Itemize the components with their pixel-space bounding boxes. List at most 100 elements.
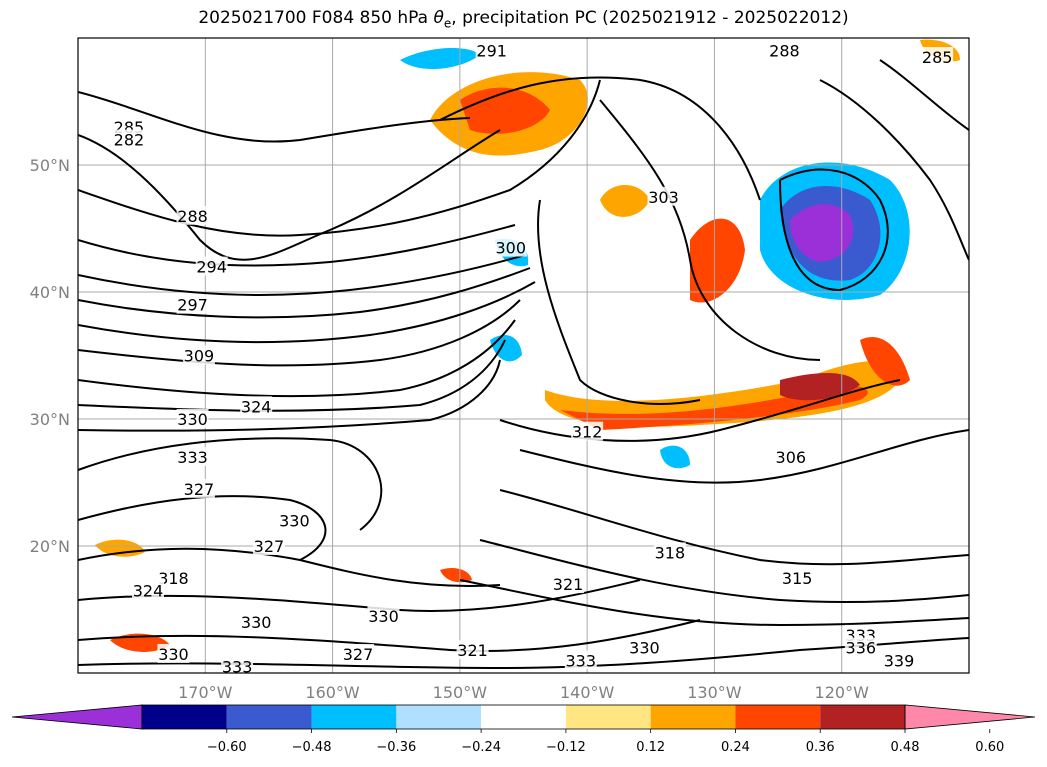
contour-line bbox=[78, 254, 526, 296]
contour-label: 300 bbox=[495, 239, 526, 258]
contour-label-bg bbox=[342, 643, 375, 663]
contour-label: 330 bbox=[177, 410, 208, 429]
contour-label-bg bbox=[882, 650, 915, 670]
chart-title: 2025021700 F084 850 hPa θe, precipitatio… bbox=[198, 8, 849, 31]
contour-line bbox=[439, 76, 761, 201]
contour-label: 318 bbox=[158, 569, 189, 588]
lon-tick-label: 130°W bbox=[687, 683, 742, 702]
contour-line bbox=[519, 429, 969, 484]
precip-area bbox=[600, 185, 650, 217]
contour-label-bg bbox=[252, 536, 285, 555]
lon-tick-label: 150°W bbox=[433, 683, 488, 702]
lon-tick-label: 160°W bbox=[305, 683, 360, 702]
colorbar-tick-label: 0.48 bbox=[891, 740, 920, 755]
contour-label-bg bbox=[176, 294, 209, 314]
contour-label: 285 bbox=[922, 48, 953, 67]
contour-line bbox=[78, 437, 383, 531]
contour-line bbox=[819, 79, 969, 261]
contour-label: 321 bbox=[457, 641, 488, 660]
contour-line bbox=[479, 539, 969, 604]
contour-labels: 291 285 282 288 294 297 309 324 330 333 327 330 327 3… bbox=[112, 40, 954, 677]
precip-area bbox=[490, 335, 522, 362]
contour-label-bg bbox=[564, 650, 597, 670]
contour-line bbox=[78, 267, 531, 319]
precip-area bbox=[460, 87, 550, 134]
contour-label: 333 bbox=[177, 448, 208, 467]
contour-label-bg bbox=[176, 205, 209, 225]
contour-label-bg bbox=[182, 478, 215, 498]
contour-label: 330 bbox=[279, 512, 310, 531]
contour-line bbox=[499, 489, 969, 566]
contour-label: 336 bbox=[846, 639, 877, 658]
colorbar-segment bbox=[481, 705, 566, 729]
contour-line bbox=[78, 339, 506, 412]
contour-line bbox=[78, 91, 471, 143]
precip-area bbox=[780, 373, 860, 401]
contour-label: 327 bbox=[343, 645, 374, 664]
colorbar-segment bbox=[142, 705, 227, 729]
contour-label-bg bbox=[240, 396, 273, 416]
contour-label-bg bbox=[132, 580, 165, 600]
contour-line bbox=[78, 495, 327, 561]
contour-label-bg bbox=[278, 510, 311, 530]
colorbar-tick-label: 0.60 bbox=[975, 740, 1004, 755]
contour-label-bg bbox=[768, 40, 801, 60]
contour-line bbox=[78, 281, 536, 344]
contour-label-bg bbox=[774, 447, 807, 467]
colorbar-tick-label: 0.36 bbox=[806, 740, 835, 755]
precip-area bbox=[790, 204, 854, 262]
lon-tick-label: 140°W bbox=[560, 683, 615, 702]
contour-label: 333 bbox=[222, 658, 253, 677]
contour-label-bg bbox=[921, 47, 954, 67]
contour-label: 324 bbox=[133, 581, 164, 600]
contour-label: 282 bbox=[114, 131, 145, 150]
contour-line bbox=[78, 359, 501, 432]
contour-line bbox=[599, 99, 821, 361]
contour-label-bg bbox=[647, 186, 680, 206]
colorbar-segment bbox=[311, 705, 397, 729]
precipitation-shading bbox=[95, 39, 960, 652]
contour-label: 294 bbox=[196, 258, 227, 277]
contour-label: 303 bbox=[648, 188, 679, 207]
contour-line bbox=[78, 619, 701, 652]
contour-label-bg bbox=[494, 237, 527, 257]
colorbar-segment bbox=[735, 705, 821, 729]
lat-tick-label: 50°N bbox=[30, 156, 70, 175]
colorbar: −0.60 −0.48 −0.36 −0.24 −0.12 0.12 0.24 0.36 0.4… bbox=[11, 704, 1036, 755]
contour-label-bg bbox=[240, 612, 273, 632]
contour-label: 327 bbox=[254, 537, 285, 556]
contour-label: 318 bbox=[655, 543, 686, 562]
contour-line bbox=[537, 199, 701, 405]
colorbar-tick-label: −0.48 bbox=[292, 740, 332, 755]
contour-label-bg bbox=[157, 567, 190, 587]
colorbar-segment bbox=[820, 705, 905, 729]
contour-label-bg bbox=[628, 637, 661, 657]
contour-label: 288 bbox=[769, 42, 800, 61]
contour-label-bg bbox=[571, 421, 604, 441]
precip-area bbox=[860, 336, 910, 386]
colorbar-tick-label: −0.24 bbox=[461, 740, 501, 755]
contour-label-bg bbox=[221, 656, 254, 673]
contour-label: 315 bbox=[782, 569, 813, 588]
contour-label-bg bbox=[456, 640, 489, 660]
colorbar-extend-high bbox=[904, 704, 1036, 730]
precip-area bbox=[440, 568, 472, 583]
contour-label: 330 bbox=[158, 645, 189, 664]
contour-label: 309 bbox=[184, 347, 215, 366]
contour-line bbox=[499, 379, 901, 442]
theta-e-contours bbox=[78, 59, 969, 670]
contour-label: 297 bbox=[177, 296, 208, 315]
precip-area bbox=[110, 633, 170, 652]
colorbar-tick-label: −0.36 bbox=[376, 740, 416, 755]
contour-label: 324 bbox=[241, 397, 272, 416]
contour-label-bg bbox=[176, 447, 209, 467]
contour-label-bg bbox=[552, 574, 585, 594]
contour-label-bg bbox=[195, 256, 228, 276]
map-frame bbox=[77, 37, 970, 674]
contour-label-bg bbox=[112, 129, 145, 149]
contour-label: 330 bbox=[629, 639, 660, 658]
colorbar-tick-label: −0.60 bbox=[207, 740, 247, 755]
contour-label-bg bbox=[182, 345, 215, 365]
lon-tick-label: 170°W bbox=[178, 683, 233, 702]
